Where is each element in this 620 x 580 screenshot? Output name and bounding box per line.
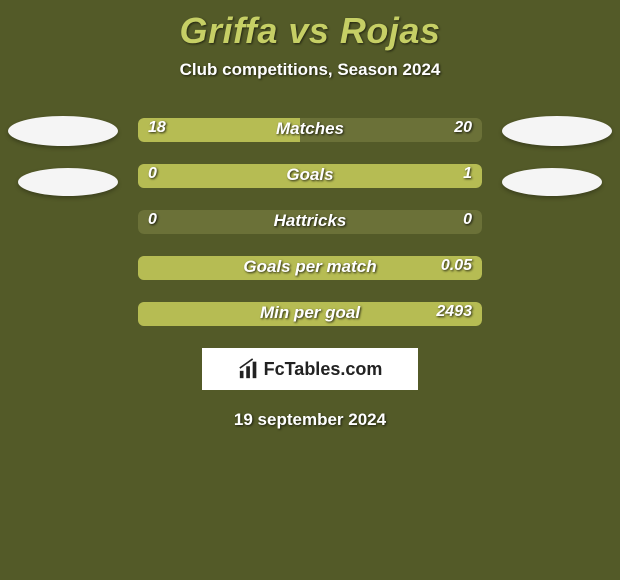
- player-left-avatar-2: [18, 168, 118, 196]
- stat-bar-row: Goals01: [138, 164, 482, 188]
- stat-bar-row: Min per goal2493: [138, 302, 482, 326]
- date-line: 19 september 2024: [0, 410, 620, 430]
- bar-track: [138, 210, 482, 234]
- comparison-subtitle: Club competitions, Season 2024: [0, 60, 620, 80]
- player-right-avatar-2: [502, 168, 602, 196]
- stat-bar-row: Goals per match0.05: [138, 256, 482, 280]
- infographic-root: Griffa vs Rojas Club competitions, Seaso…: [0, 0, 620, 580]
- stat-bar-row: Matches1820: [138, 118, 482, 142]
- chart-icon: [238, 358, 260, 380]
- comparison-title: Griffa vs Rojas: [0, 0, 620, 52]
- player-right-avatar-1: [502, 116, 612, 146]
- bar-fill-left: [138, 118, 300, 142]
- brand-text: FcTables.com: [264, 359, 383, 380]
- player-left-avatar-1: [8, 116, 118, 146]
- brand-badge: FcTables.com: [202, 348, 418, 390]
- bar-fill-right: [138, 302, 482, 326]
- bar-fill-right: [138, 256, 482, 280]
- stat-bar-row: Hattricks00: [138, 210, 482, 234]
- bar-fill-right: [138, 164, 482, 188]
- bars-container: Matches1820 Goals01 Hattricks00 Goals per m…: [138, 118, 482, 326]
- bar-fill-right: [300, 118, 482, 142]
